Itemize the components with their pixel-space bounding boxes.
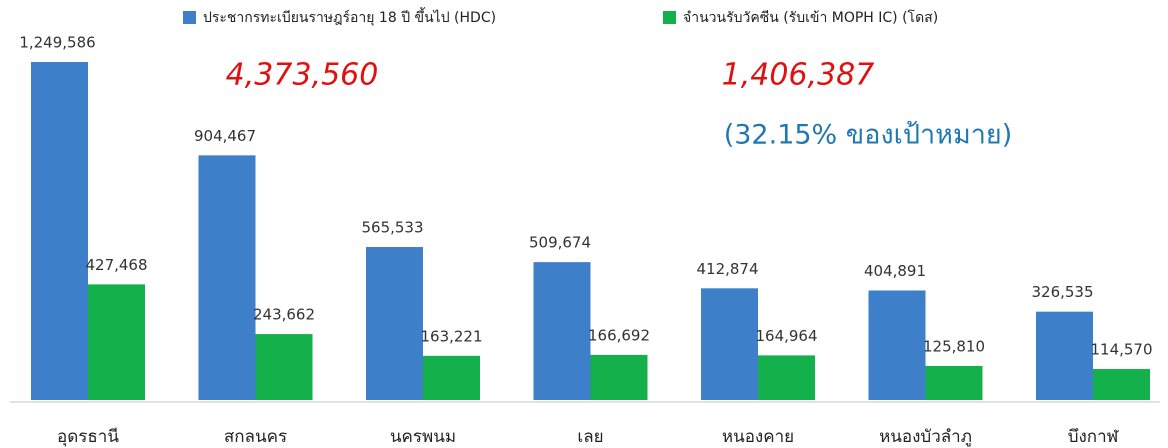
bar — [255, 334, 313, 400]
annotation: 1,406,387 — [722, 58, 875, 93]
bar — [366, 247, 423, 400]
data-label: 114,570 — [1090, 341, 1152, 359]
x-tick-label: สกลนคร — [224, 427, 287, 447]
bar — [31, 62, 88, 400]
x-tick-label: หนองคาย — [722, 427, 794, 447]
legend-label: จำนวนรับวัคซีน (รับเข้า MOPH IC) (โดส) — [683, 9, 938, 26]
bar — [423, 355, 480, 400]
data-label: 427,468 — [85, 256, 147, 274]
data-label: 1,249,586 — [19, 34, 95, 52]
bar — [88, 284, 145, 400]
bar — [868, 290, 926, 400]
legend-swatch — [663, 11, 676, 24]
data-label: 904,467 — [194, 127, 256, 145]
bar — [533, 262, 591, 400]
data-label: 565,533 — [361, 219, 423, 237]
bar — [701, 288, 758, 400]
bar — [1093, 369, 1150, 400]
data-label: 326,535 — [1031, 283, 1093, 301]
data-label: 404,891 — [864, 262, 926, 280]
bar — [758, 355, 815, 400]
data-label: 243,662 — [253, 306, 315, 324]
x-tick-label: นครพนม — [390, 427, 456, 447]
x-tick-label: บึงกาฬ — [1068, 427, 1120, 447]
data-label: 163,221 — [420, 327, 482, 345]
data-label: 166,692 — [588, 326, 650, 344]
bar — [198, 155, 256, 400]
data-label: 164,964 — [755, 327, 817, 345]
x-tick-label: อุดรธานี — [57, 427, 119, 447]
legend-swatch — [183, 11, 196, 24]
annotation: (32.15% ของเป้าหมาย) — [724, 120, 1013, 151]
data-label: 509,674 — [529, 234, 591, 252]
data-label: 125,810 — [923, 337, 985, 355]
legend-label: ประชากรทะเบียนราษฎร์อายุ 18 ปี ขึ้นไป (H… — [203, 7, 496, 26]
x-tick-label: หนองบัวลำภู — [879, 427, 972, 447]
annotation: 4,373,560 — [226, 58, 379, 93]
data-label: 412,874 — [696, 260, 758, 278]
bar — [1036, 311, 1093, 400]
bar — [590, 354, 648, 400]
x-tick-label: เลย — [577, 427, 603, 447]
bar — [925, 365, 983, 400]
